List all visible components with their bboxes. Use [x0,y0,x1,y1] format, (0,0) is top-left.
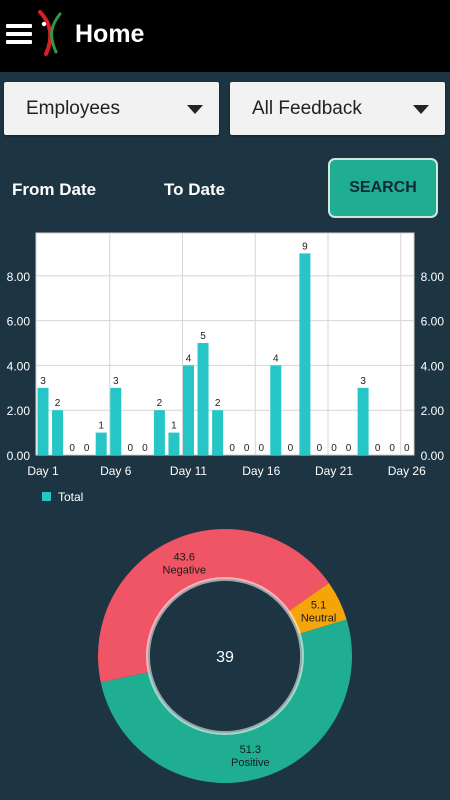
y-tick-label-left: 8.00 [7,270,31,284]
hamburger-menu-icon[interactable] [6,24,32,44]
slice-value-label: 51.3 [240,744,261,756]
y-tick-label-left: 0.00 [7,449,31,463]
bar [168,432,180,455]
search-button[interactable]: SEARCH [328,158,438,218]
donut-center-label: 39 [216,649,234,666]
x-tick-label: Day 21 [315,464,353,478]
x-tick-label: Day 11 [170,464,207,478]
bar-value-label: 4 [186,353,192,364]
daily-feedback-bar-chart: 0.00 0.00 2.00 2.00 4.00 4.00 6.00 6.00 8.00 8.00… [7,232,445,504]
bar [183,365,194,455]
bar-value-label: 0 [404,443,410,454]
bar-value-label: 0 [142,443,148,454]
slice-name-label: Neutral [301,613,336,625]
feedback-select-value: All Feedback [252,97,362,119]
bar-value-label: 1 [98,421,104,432]
bar-value-label: 0 [288,443,294,454]
bar-value-label: 0 [258,443,264,454]
slice-name-label: Negative [163,564,206,576]
bar-value-label: 0 [389,443,395,454]
dropdown-caret-icon [187,105,203,114]
legend-swatch [42,492,51,501]
to-date-field[interactable]: To Date [164,180,226,199]
from-date-field[interactable]: From Date [12,180,97,199]
y-tick-label-right: 6.00 [421,315,445,329]
x-tick-label: Day 6 [100,464,132,478]
bar [197,343,209,455]
slice-value-label: 43.6 [174,551,195,563]
donut-slice-positive [100,619,353,784]
bar-value-label: 0 [346,443,352,454]
bar-value-label: 0 [375,443,381,454]
bar-value-label: 1 [171,421,177,432]
bar-value-label: 0 [317,443,323,454]
bar [299,253,311,455]
x-tick-label: Day 26 [388,464,426,478]
bar-value-label: 9 [302,241,308,252]
donut-hole [150,581,300,731]
donut-slice-negative [98,529,329,683]
bar-value-label: 2 [55,398,61,409]
feedback-select[interactable]: All Feedback [230,82,445,135]
y-tick-label-right: 0.00 [421,449,445,463]
bar-value-label: 4 [273,353,279,364]
bar [270,365,282,455]
y-tick-label-right: 2.00 [421,404,445,418]
x-tick-label: Day 1 [27,464,59,478]
slice-name-label: Positive [231,757,270,769]
employee-select-value: Employees [26,97,120,119]
bar-value-label: 2 [157,398,163,409]
bar-value-label: 0 [128,443,134,454]
slice-value-label: 5.1 [311,600,326,612]
bar [212,410,224,455]
bar-value-label: 0 [244,443,250,454]
bar-value-label: 2 [215,398,221,409]
bar-value-label: 3 [40,376,46,387]
bar-value-label: 5 [200,331,206,342]
donut-slice-neutral [288,583,347,634]
bar-value-label: 3 [113,376,119,387]
legend-label: Total [58,490,83,504]
bar-value-label: 0 [229,443,235,454]
bar-value-label: 0 [331,443,337,454]
bar [37,387,49,455]
donut-inner-ring [146,577,304,735]
page-title: Home [75,20,145,48]
app-bar: Home [0,0,450,72]
bar [153,410,165,455]
dropdown-caret-icon [413,105,429,114]
bar [95,432,107,455]
y-tick-label-right: 4.00 [421,359,445,373]
y-tick-label-left: 6.00 [7,315,31,329]
bar-value-label: 0 [84,443,90,454]
bar [110,387,122,455]
plot-area [35,232,415,456]
y-tick-label-right: 8.00 [421,270,445,284]
bar [357,387,369,455]
bar-value-label: 0 [69,443,75,454]
y-tick-label-left: 2.00 [7,404,31,418]
y-tick-label-left: 4.00 [7,359,31,373]
app-logo-icon [38,10,62,56]
bar [52,410,64,455]
x-tick-label: Day 16 [242,464,280,478]
bar-value-label: 3 [360,376,366,387]
employee-select[interactable]: Employees [4,82,219,135]
